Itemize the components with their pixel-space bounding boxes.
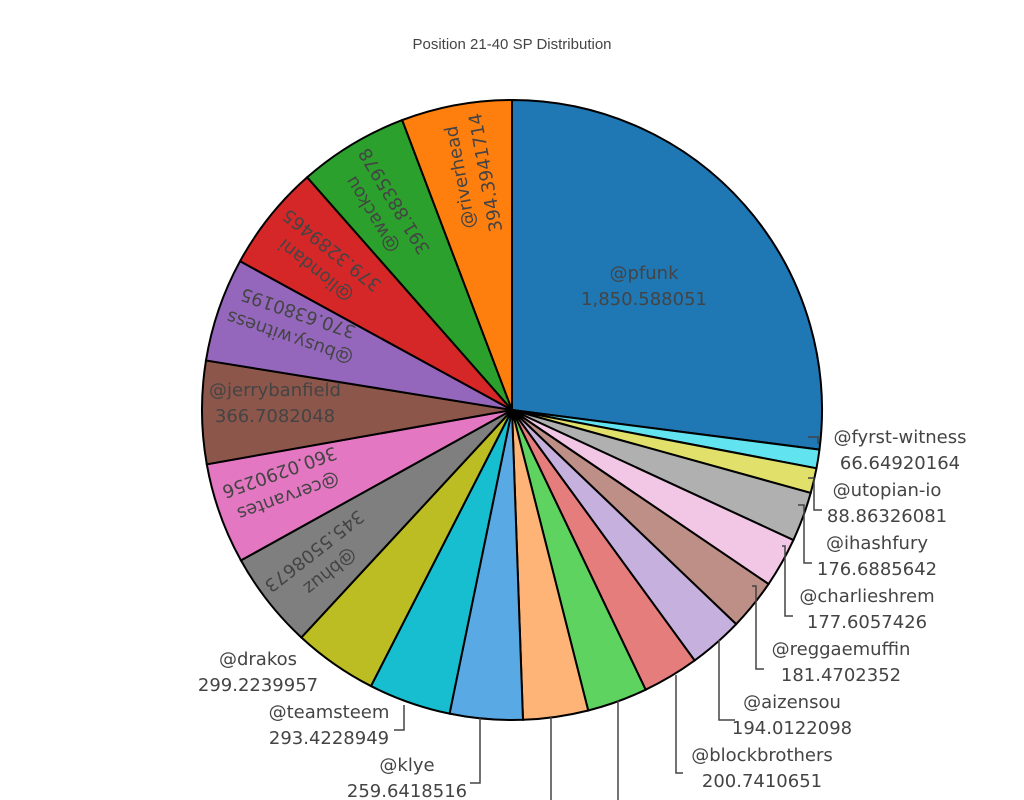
slice-value: 293.4228949 [269,728,389,749]
slice-name: @blockbrothers [691,745,833,766]
slice-name: @teamsteem [269,702,390,723]
pie-slice-riverhead [400,98,513,411]
slice-name: @pfunk [609,263,679,284]
slice-label-pfunk: @pfunk 1,850.588051 [581,263,707,310]
leader-line-fyrst-witness [808,436,819,444]
leader-line-reggaemuffin [752,585,764,670]
leader-line-ihashfury [798,504,812,564]
slice-value: 66.64920164 [840,453,960,474]
slice-label-reggaemuffin: @reggaemuffin 181.4702352 [772,639,911,686]
slice-name: @drakos [219,649,297,670]
slice-label-teamsteem: @teamsteem 293.4228949 [269,702,390,749]
slice-label-drakos: @drakos 299.2239957 [198,649,318,696]
leader-line-klye [470,718,481,784]
slice-value: 88.86326081 [827,506,947,527]
slice-label-utopian-io: @utopian-io 88.86326081 [827,480,947,527]
slice-name: @jerrybanfield [209,380,341,401]
slice-label-jerrybanfield: @jerrybanfield 366.7082048 [209,380,341,427]
slice-name: @aizensou [743,692,841,713]
slice-name: @utopian-io [833,480,942,501]
slice-name: @ihashfury [826,533,928,554]
pie-slice-pfunk [511,98,823,451]
leader-line-utopian-io [808,477,822,511]
slice-label-blockbrothers: @blockbrothers 200.7410651 [691,745,833,792]
chart-title: Position 21-40 SP Distribution [413,36,612,53]
leader-line-aizensou [718,640,735,721]
slice-value: 299.2239957 [198,675,318,696]
pie-slices [201,98,823,722]
slice-label-charlieshrem: @charlieshrem 177.6057426 [799,586,934,633]
leader-line-charlieshrem [782,545,793,617]
slice-label-fyrst-witness: @fyrst-witness 66.64920164 [833,427,966,474]
slice-name: @klye [379,755,434,776]
slice-value: 176.6885642 [817,559,937,580]
slice-value: 177.6057426 [807,612,927,633]
slice-name: @reggaemuffin [772,639,911,660]
slice-value: 181.4702352 [781,665,901,686]
slice-value: 259.6418516 [347,781,467,800]
slice-name: @charlieshrem [799,586,934,607]
slice-name: @fyrst-witness [833,427,966,448]
leader-line-blockbrothers [675,675,683,774]
slice-value: 200.7410651 [702,771,822,792]
slice-label-klye: @klye 259.6418516 [347,755,467,800]
leader-line-teamsteem [394,705,405,731]
leader-lines [394,436,822,800]
slice-value: 366.7082048 [215,406,335,427]
slice-label-aizensou: @aizensou 194.0122098 [732,692,852,739]
slice-value: 1,850.588051 [581,289,707,310]
slice-label-ihashfury: @ihashfury 176.6885642 [817,533,937,580]
slice-value: 194.0122098 [732,718,852,739]
